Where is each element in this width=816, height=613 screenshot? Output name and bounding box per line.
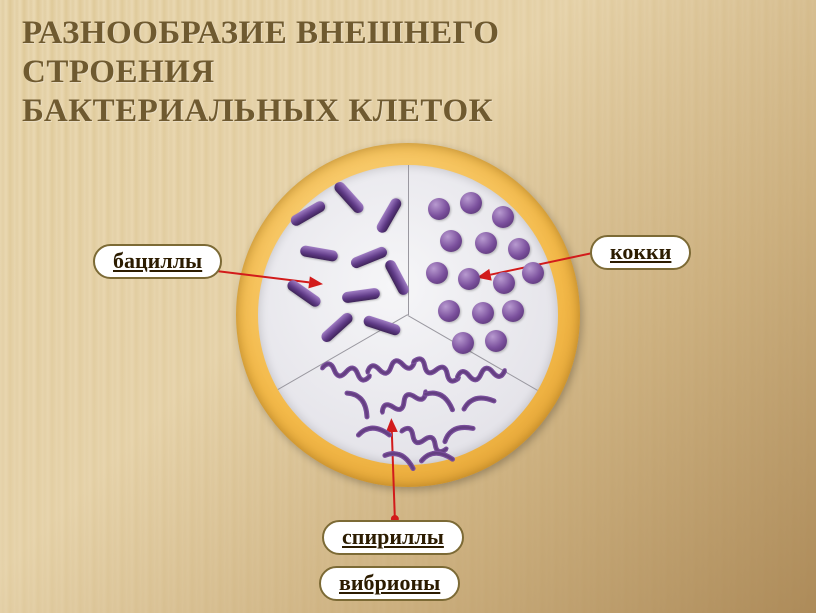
arrow-shaft: [391, 432, 396, 516]
sector-divider: [278, 314, 408, 390]
label-bacilli: бациллы: [93, 244, 222, 279]
sector-divider: [408, 165, 409, 315]
label-spirilla: спириллы: [322, 520, 464, 555]
label-cocci: кокки: [590, 235, 691, 270]
petri-dish-surface: [258, 165, 558, 465]
label-vibrio: вибрионы: [319, 566, 460, 601]
arrow-head-icon: [308, 276, 323, 290]
slide-title: Разнообразие внешнего строения бактериал…: [22, 14, 794, 131]
sector-divider: [408, 315, 538, 391]
arrow-head-icon: [385, 418, 397, 432]
